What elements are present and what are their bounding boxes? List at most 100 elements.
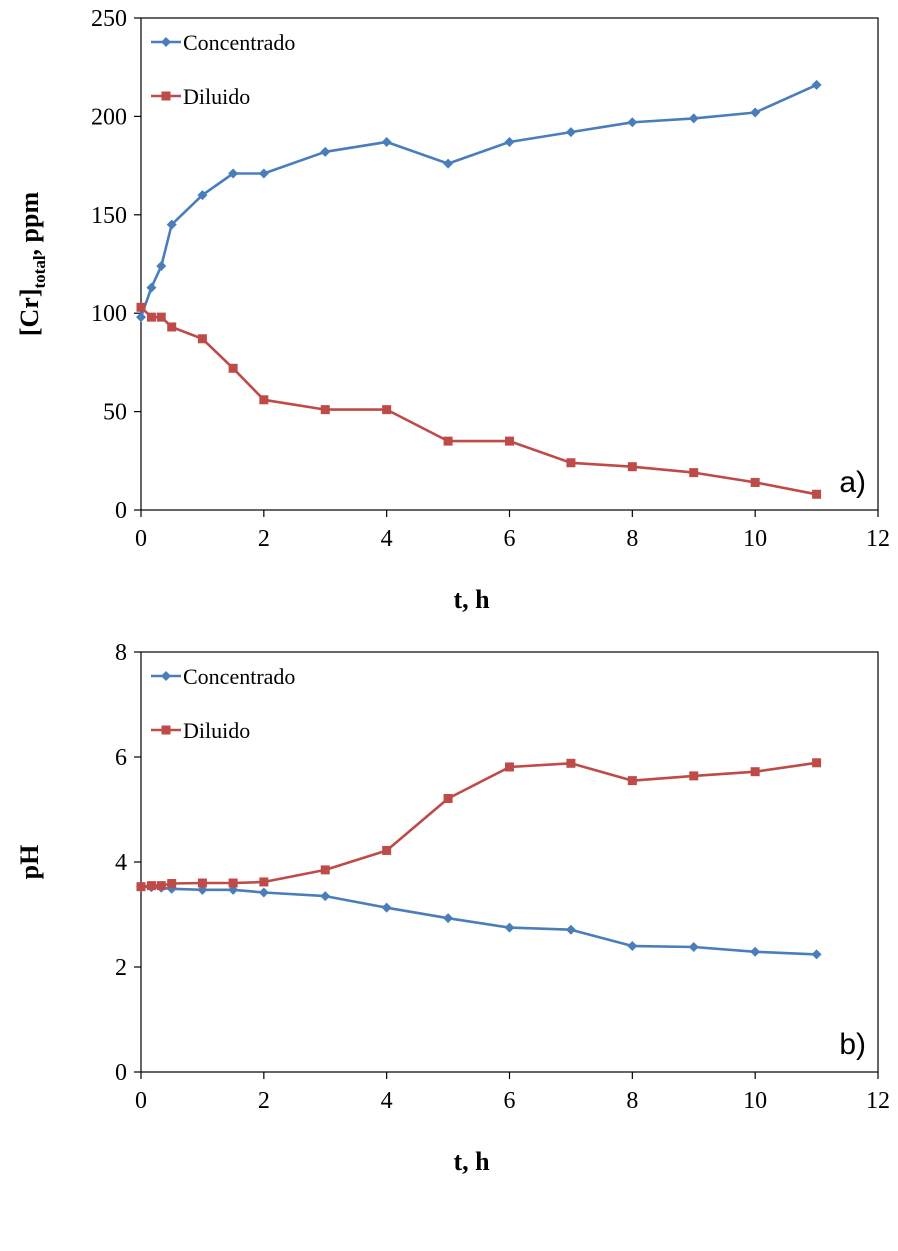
panel-label: b): [839, 1028, 866, 1061]
legend-label-diluido: Diluido: [183, 718, 250, 743]
legend-marker-concentrado: [161, 671, 171, 681]
data-point-diluido: [443, 793, 453, 803]
data-point-concentrado: [811, 79, 822, 90]
data-point-diluido: [136, 882, 146, 892]
y-tick-label: 150: [91, 203, 127, 229]
y-tick-label: 0: [115, 498, 127, 524]
data-point-diluido: [505, 762, 514, 772]
data-point-concentrado: [627, 941, 638, 951]
data-point-diluido: [197, 878, 207, 888]
x-tick-label: 0: [135, 1088, 147, 1114]
x-tick-label: 4: [381, 526, 393, 552]
y-tick-label: 4: [115, 850, 127, 876]
data-point-concentrado: [258, 887, 269, 898]
legend-label-diluido: Diluido: [183, 84, 250, 109]
y-tick-label: 0: [115, 1060, 127, 1086]
data-point-diluido: [505, 436, 514, 446]
data-point-concentrado: [146, 282, 157, 293]
y-axis-title-unit: , ppm: [15, 192, 44, 256]
data-point-diluido: [689, 771, 699, 781]
data-point-concentrado: [228, 168, 239, 179]
y-tick-label: 8: [115, 640, 127, 666]
data-point-diluido: [167, 879, 177, 889]
legend-marker-diluido: [161, 725, 171, 735]
panel-b: 0 2 4 6 8 0 2 4 6 8 10 12 t, h pH Concentrado Diluido b): [15, 640, 890, 1176]
data-point-diluido: [566, 458, 576, 468]
x-tick-label: 12: [866, 1088, 890, 1114]
data-point-diluido: [382, 845, 392, 855]
data-point-concentrado: [504, 136, 515, 147]
data-point-diluido: [156, 312, 166, 322]
data-point-diluido: [228, 363, 238, 373]
data-point-concentrado: [443, 913, 454, 924]
plot-frame: [140, 17, 879, 511]
x-tick-label: 8: [626, 1088, 638, 1114]
y-tick-label: 2: [115, 955, 127, 981]
series-line-diluido: [140, 761, 817, 888]
y-axis-title: [Cr]total, ppm: [15, 192, 49, 337]
x-axis-title: t, h: [453, 1147, 490, 1176]
data-point-diluido: [259, 877, 269, 887]
data-point-concentrado: [565, 924, 576, 935]
y-axis-title-main: [Cr]: [15, 288, 44, 336]
series-line-diluido: [140, 306, 817, 496]
data-point-diluido: [320, 405, 330, 415]
data-point-concentrado: [381, 136, 392, 147]
x-axis-title: t, h: [453, 585, 490, 614]
y-tick-label: 6: [115, 745, 127, 771]
y-tick-label: 50: [103, 400, 127, 426]
x-tick-label: 10: [743, 1088, 767, 1114]
series-line-concentrado: [139, 83, 818, 318]
series-line-concentrado: [140, 885, 817, 956]
data-point-diluido: [259, 395, 269, 405]
panel-label: a): [839, 466, 866, 499]
y-tick-label: 250: [91, 6, 127, 32]
data-point-diluido: [750, 477, 760, 487]
panel-a: 0 50 100 150 200 250 0 2 4 6 8 10 12 t, h [Cr]total, p…: [15, 6, 890, 614]
data-point-diluido: [627, 776, 637, 786]
data-point-concentrado: [565, 127, 576, 138]
data-point-concentrado: [258, 168, 269, 179]
data-point-diluido: [812, 758, 822, 768]
data-point-concentrado: [627, 117, 638, 128]
data-point-concentrado: [688, 113, 699, 124]
y-axis-title-subscript: total: [30, 255, 49, 288]
y-tick-label: 100: [91, 301, 127, 327]
x-tick-label: 0: [135, 526, 147, 552]
legend-label-concentrado: Concentrado: [183, 664, 295, 689]
data-point-concentrado: [688, 942, 699, 953]
data-point-diluido: [156, 881, 166, 891]
x-tick-label: 2: [258, 1088, 270, 1114]
data-point-diluido: [320, 865, 330, 875]
data-point-concentrado: [381, 902, 392, 913]
data-point-diluido: [167, 322, 177, 332]
data-point-concentrado: [750, 107, 761, 118]
data-point-concentrado: [136, 312, 146, 323]
data-point-diluido: [812, 489, 822, 499]
x-tick-label: 10: [743, 526, 767, 552]
legend-marker-diluido: [161, 91, 171, 101]
data-point-concentrado: [320, 146, 331, 157]
x-tick-label: 6: [504, 526, 516, 552]
x-tick-label: 6: [504, 1088, 516, 1114]
data-point-diluido: [566, 758, 576, 768]
data-point-concentrado: [197, 190, 208, 201]
legend-label-concentrado: Concentrado: [183, 30, 295, 55]
data-point-diluido: [750, 767, 760, 777]
data-point-diluido: [228, 878, 238, 888]
x-tick-label: 12: [866, 526, 890, 552]
data-point-diluido: [382, 405, 392, 415]
plot-frame: [140, 651, 879, 1073]
data-point-concentrado: [166, 219, 177, 230]
data-point-diluido: [146, 312, 156, 322]
y-tick-label: 200: [91, 104, 127, 130]
data-point-concentrado: [750, 946, 761, 957]
legend-marker-concentrado: [161, 37, 171, 47]
data-point-diluido: [136, 302, 146, 312]
data-point-concentrado: [320, 891, 331, 902]
data-point-diluido: [197, 334, 207, 344]
x-tick-label: 8: [626, 526, 638, 552]
x-tick-label: 4: [381, 1088, 393, 1114]
